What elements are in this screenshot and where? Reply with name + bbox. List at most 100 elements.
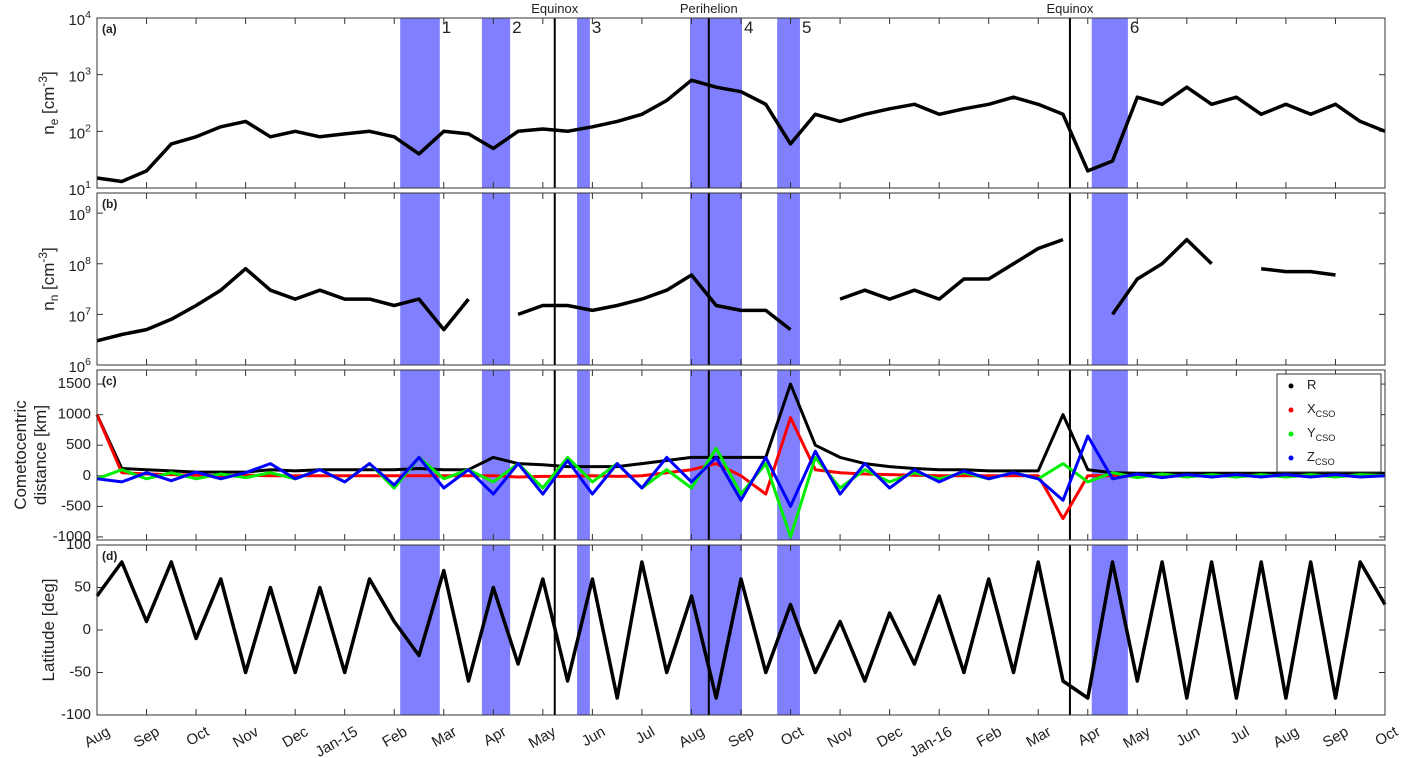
span-label: 1 xyxy=(442,18,451,37)
shaded-span xyxy=(400,370,440,540)
panel-frame xyxy=(96,369,1386,541)
y-tick-label: 0 xyxy=(83,621,91,638)
x-tick-label: Jul xyxy=(1227,723,1252,747)
x-tick-label: Mar xyxy=(429,723,460,751)
legend-marker xyxy=(1288,407,1294,413)
span-label: 2 xyxy=(512,18,521,37)
data-line xyxy=(96,434,1386,508)
y-tick-label: 106 xyxy=(68,356,91,376)
x-tick-label: Nov xyxy=(230,723,262,751)
legend-label: XCSO xyxy=(1307,401,1335,419)
shaded-span xyxy=(577,545,590,715)
x-tick-label: Aug xyxy=(1270,723,1302,751)
y-axis-label: nn [cm-3] xyxy=(36,247,61,311)
x-tick-label: Feb xyxy=(974,723,1005,751)
x-tick-label: Oct xyxy=(1372,723,1401,750)
span-label: 4 xyxy=(744,18,753,37)
panel-frame xyxy=(96,544,1386,716)
y-tick-label: 103 xyxy=(68,65,91,85)
x-tick-label: Dec xyxy=(280,723,312,751)
data-line xyxy=(95,382,1385,475)
event-label: Equinox xyxy=(1046,1,1093,16)
x-tick-label: Feb xyxy=(379,723,410,751)
y-tick-label: -100 xyxy=(61,706,91,723)
x-tick-label: May xyxy=(526,723,559,752)
shaded-span xyxy=(481,18,511,188)
shaded-span xyxy=(777,193,800,365)
x-tick-label: Sep xyxy=(725,723,757,751)
x-tick-label: Oct xyxy=(183,723,212,750)
shaded-span xyxy=(777,18,800,188)
y-tick-label: 100 xyxy=(66,536,91,553)
legend-label: YCSO xyxy=(1307,425,1335,443)
shaded-span xyxy=(400,193,440,365)
shaded-span xyxy=(1091,18,1128,188)
y-tick-label: -500 xyxy=(61,497,91,514)
y-tick-label: 500 xyxy=(66,436,91,453)
x-tick-label: Jun xyxy=(1173,723,1202,750)
y-tick-label: 104 xyxy=(68,9,91,29)
legend-label: R xyxy=(1307,377,1316,392)
span-label: 6 xyxy=(1130,18,1139,37)
panel-label: (c) xyxy=(102,374,117,388)
x-tick-label: Aug xyxy=(81,723,113,751)
y-axis-label: ne [cm-3] xyxy=(36,71,61,135)
shaded-span xyxy=(689,18,742,188)
data-line xyxy=(95,560,1387,700)
x-tick-label: Oct xyxy=(778,723,807,750)
legend-marker xyxy=(1288,455,1294,461)
x-tick-label: Aug xyxy=(676,723,708,751)
shaded-span xyxy=(689,193,742,365)
span-label: 5 xyxy=(802,18,811,37)
x-tick-label: Jul xyxy=(633,723,658,747)
event-label: Equinox xyxy=(531,1,578,16)
y-tick-label: 101 xyxy=(68,179,91,199)
y-tick-label: 1000 xyxy=(58,406,91,423)
y-tick-label: 109 xyxy=(68,204,91,224)
x-tick-label: Apr xyxy=(1075,723,1104,749)
shaded-span xyxy=(577,193,590,365)
shaded-span xyxy=(400,545,440,715)
x-tick-label: Jun xyxy=(579,723,608,750)
x-tick-label: Nov xyxy=(824,723,856,751)
y-tick-label: -1000 xyxy=(53,528,91,545)
y-tick-label: 0 xyxy=(83,467,91,484)
legend-marker xyxy=(1288,383,1294,389)
shaded-span xyxy=(577,18,590,188)
shaded-span xyxy=(689,545,742,715)
shaded-span xyxy=(481,193,511,365)
y-tick-label: -50 xyxy=(69,663,91,680)
y-axis-label: Latitude [deg] xyxy=(39,578,58,681)
y-tick-label: 108 xyxy=(68,255,91,275)
x-tick-label: Sep xyxy=(131,723,163,751)
y-axis-label: distance [km] xyxy=(31,405,50,505)
shaded-span xyxy=(689,370,742,540)
legend-box xyxy=(1276,373,1382,473)
panel-label: (a) xyxy=(102,22,117,36)
panel-frame xyxy=(96,192,1386,366)
x-tick-label: Sep xyxy=(1320,723,1352,751)
x-tick-label: Apr xyxy=(481,723,510,749)
x-tick-label: May xyxy=(1120,723,1153,752)
y-tick-label: 107 xyxy=(68,305,91,325)
x-tick-label: Dec xyxy=(874,723,906,751)
shaded-span xyxy=(577,370,590,540)
shaded-span xyxy=(777,545,800,715)
x-tick-label: Jan-16 xyxy=(907,723,955,758)
y-axis-label: Cometocentric xyxy=(11,400,30,510)
shaded-span xyxy=(481,370,511,540)
shaded-span xyxy=(400,18,440,188)
panel-frame xyxy=(96,17,1386,189)
y-tick-label: 1500 xyxy=(58,375,91,392)
data-line xyxy=(96,78,1386,184)
shaded-span xyxy=(1091,193,1128,365)
panel-label: (b) xyxy=(102,197,117,211)
y-tick-label: 102 xyxy=(68,122,91,142)
legend-marker xyxy=(1288,431,1294,437)
y-tick-label: 50 xyxy=(74,578,91,595)
x-tick-label: Mar xyxy=(1023,723,1054,751)
event-label: Perihelion xyxy=(680,1,738,16)
legend-label: ZCSO xyxy=(1307,449,1335,467)
span-label: 3 xyxy=(592,18,601,37)
